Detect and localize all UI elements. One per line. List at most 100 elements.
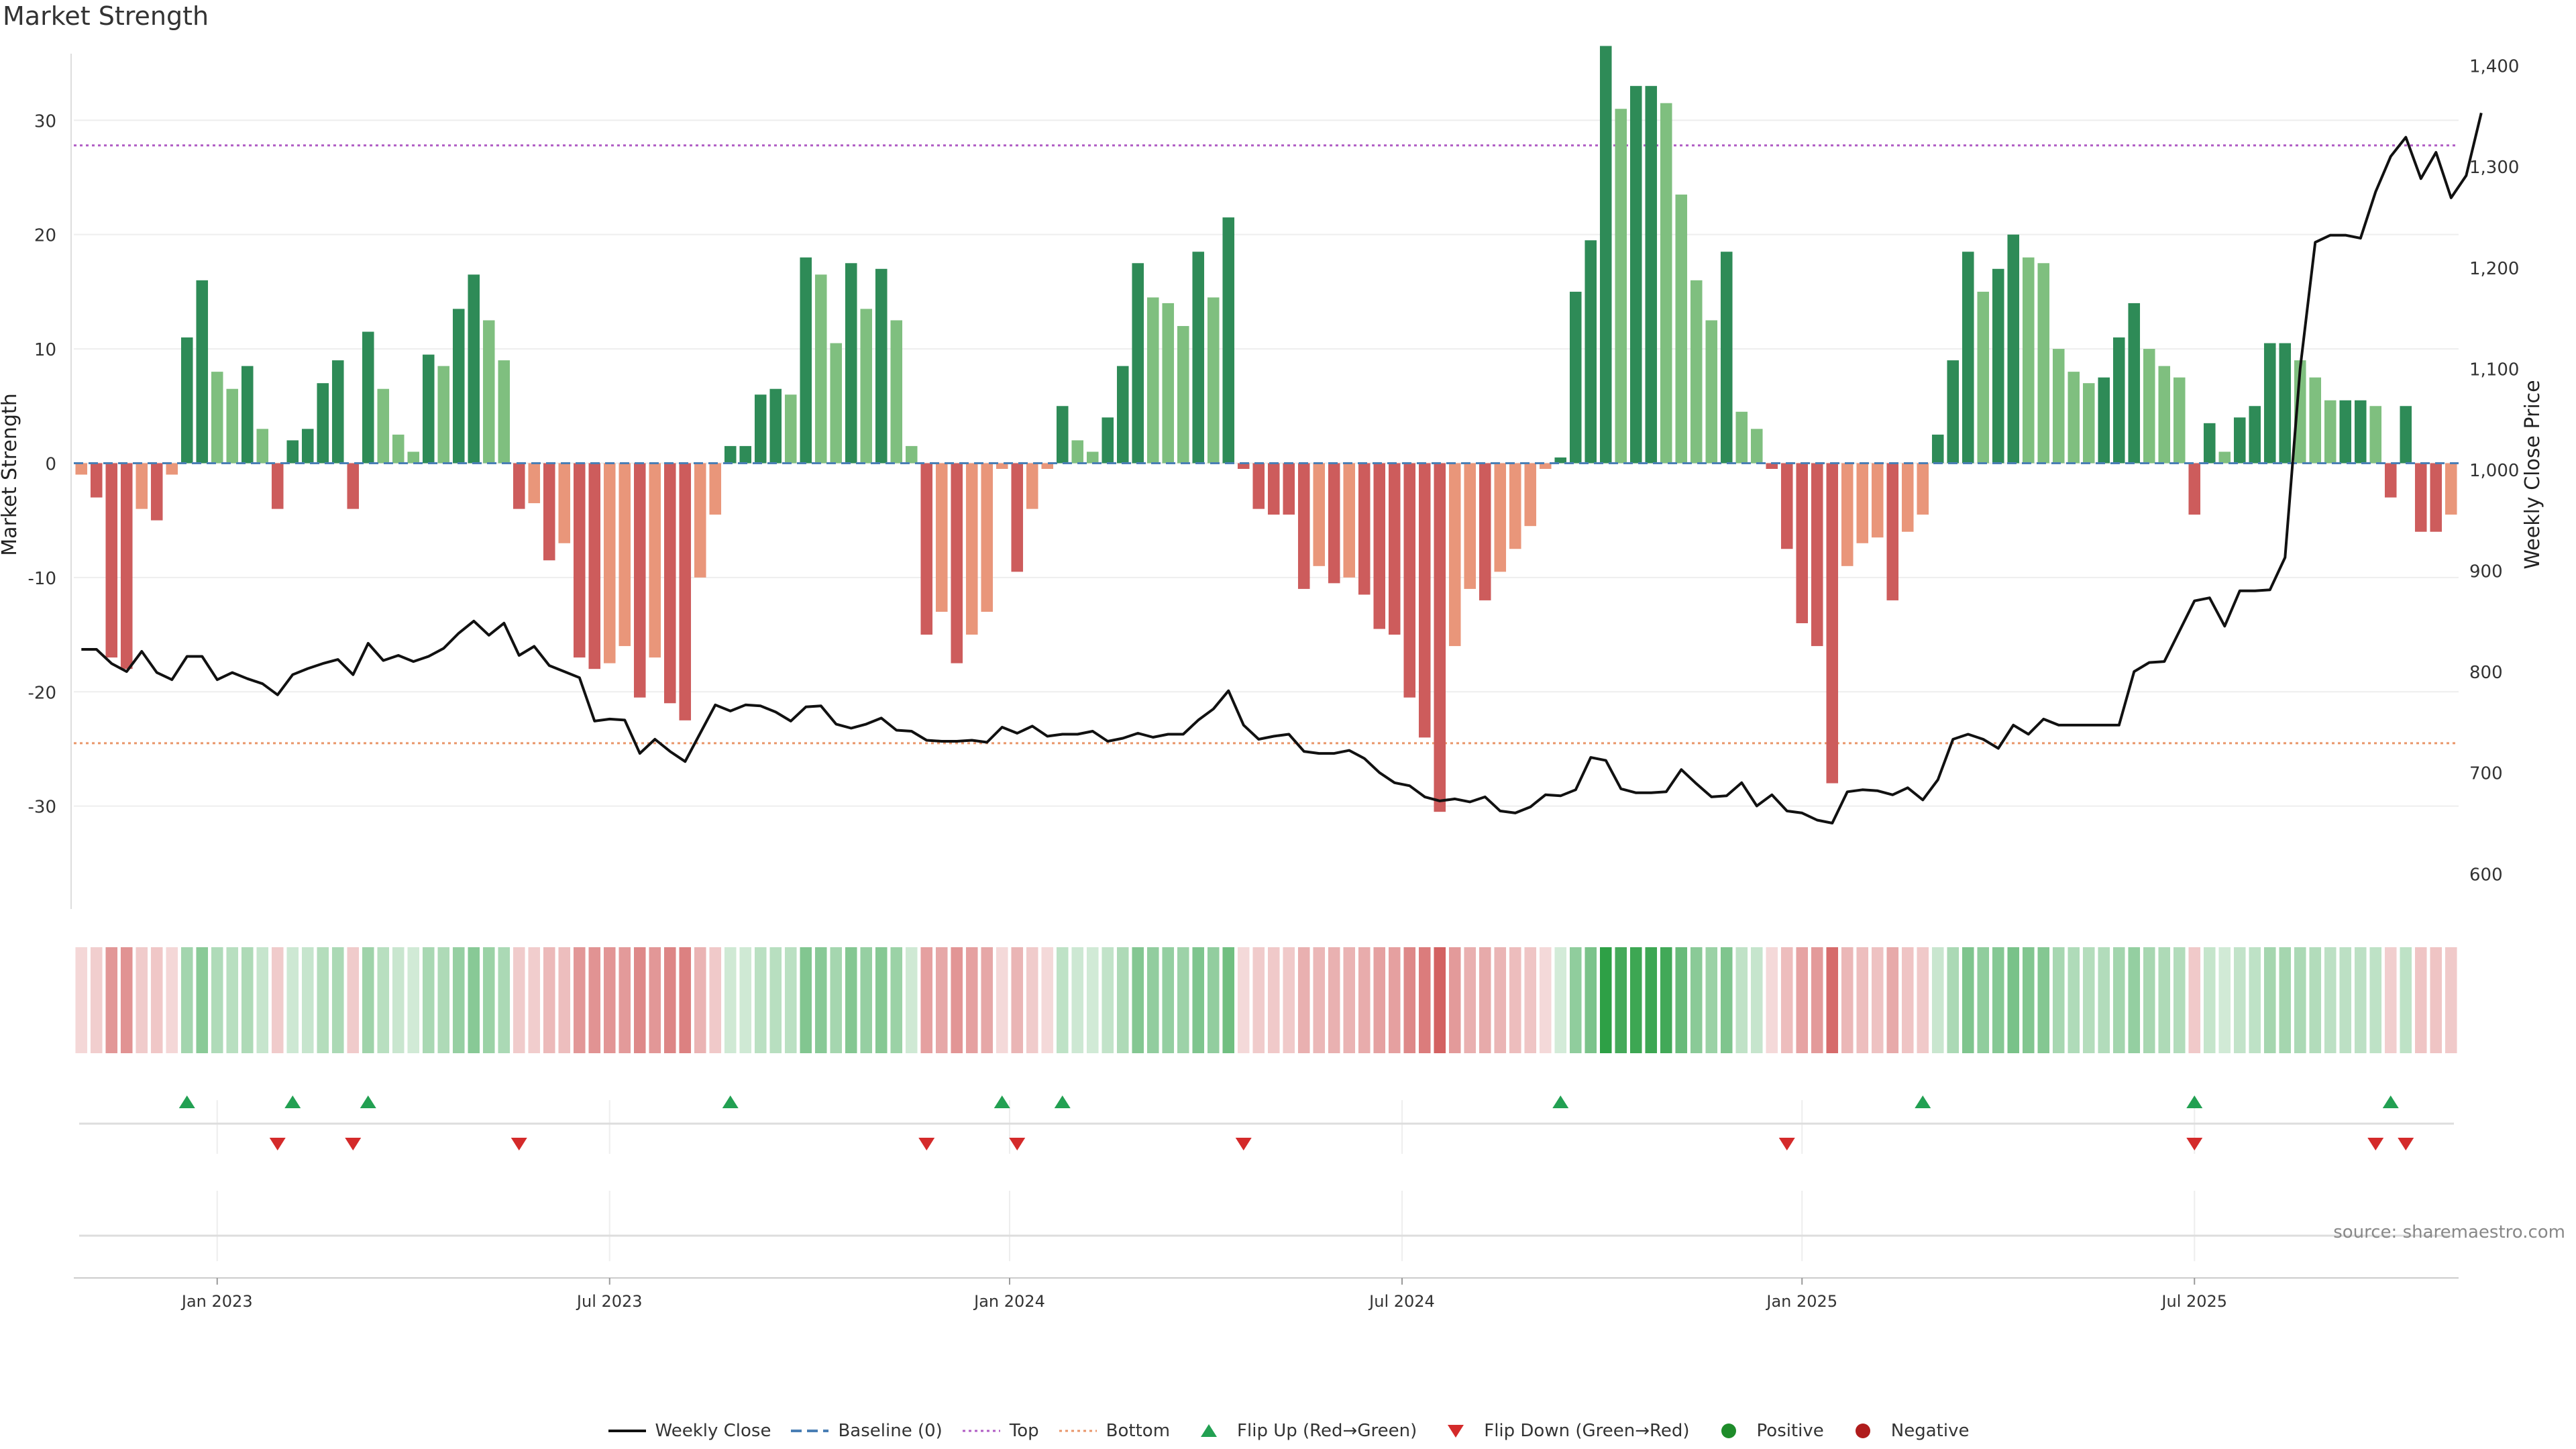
strength-bar	[452, 309, 465, 464]
strength-bar	[1629, 86, 1642, 464]
heat-cell	[90, 947, 103, 1053]
strength-bar	[1675, 195, 1688, 464]
legend-item-flip_down: Flip Down (Green→Red)	[1436, 1421, 1690, 1441]
heat-cell	[800, 947, 812, 1053]
x-tick-label: Jul 2023	[576, 1292, 643, 1311]
strength-bar	[2384, 463, 2397, 498]
strength-bar	[150, 463, 163, 521]
strength-bar	[301, 429, 314, 464]
legend-swatch-mark	[1855, 1424, 1870, 1438]
strength-bar	[498, 360, 511, 464]
strength-bar	[619, 463, 631, 647]
heat-cell	[1947, 947, 1960, 1053]
strength-bar	[2112, 337, 2125, 464]
strength-bar	[1403, 463, 1416, 698]
strength-bar	[241, 366, 254, 464]
strength-bar	[2369, 406, 2382, 464]
heat-cell	[392, 947, 405, 1053]
heat-cell	[120, 947, 133, 1053]
heat-cell	[1358, 947, 1371, 1053]
strength-bar	[1917, 463, 1929, 515]
legend-label: Flip Down (Green→Red)	[1484, 1421, 1690, 1441]
flip-up-marker	[1915, 1095, 1931, 1108]
strength-bar	[1146, 297, 1159, 464]
heat-cell	[1267, 947, 1280, 1053]
heat-cell	[1403, 947, 1416, 1053]
strength-bar	[2445, 463, 2457, 515]
flip-markers	[79, 1095, 2454, 1237]
strength-bar	[1086, 451, 1099, 464]
strength-bar	[769, 388, 782, 464]
strength-bar	[2037, 263, 2050, 464]
strength-bar	[1313, 463, 1326, 566]
flip-down-marker	[269, 1138, 286, 1150]
strength-bar	[1237, 463, 1250, 469]
strength-bar	[1569, 291, 1582, 464]
heat-cell	[1494, 947, 1507, 1053]
chart-title: Market Strength	[3, 1, 209, 31]
strength-bar	[2233, 417, 2246, 464]
strength-bar	[2294, 360, 2306, 464]
strength-bar	[1977, 291, 1990, 464]
heat-cell	[1735, 947, 1748, 1053]
y-tick-label: 20	[34, 226, 56, 246]
heat-cell	[679, 947, 692, 1053]
flip-up-marker	[994, 1095, 1010, 1108]
heat-cell	[241, 947, 254, 1053]
strength-bar	[2068, 372, 2080, 464]
heat-cell	[2052, 947, 2065, 1053]
strength-bar	[1811, 463, 1823, 647]
heat-cell	[981, 947, 994, 1053]
strength-bar	[407, 451, 420, 464]
heat-cell	[498, 947, 511, 1053]
y2-tick-label: 1,400	[2469, 57, 2519, 77]
heat-cell	[1041, 947, 1054, 1053]
y2-axis-label: Weekly Close Price	[2521, 380, 2544, 569]
heat-cell	[739, 947, 752, 1053]
heat-cell	[1207, 947, 1220, 1053]
strength-bar	[1554, 457, 1567, 464]
heat-cell	[1886, 947, 1899, 1053]
strength-bar	[1192, 252, 1205, 464]
strength-bar	[1901, 463, 1914, 532]
heat-cell	[890, 947, 903, 1053]
legend-label: Positive	[1756, 1421, 1824, 1441]
strength-bar	[1539, 463, 1552, 469]
strength-bar	[1509, 463, 1521, 549]
heat-strip	[75, 947, 2457, 1053]
strength-bar	[981, 463, 994, 612]
y2-tick-label: 1,300	[2469, 158, 2519, 178]
heat-cell	[2324, 947, 2337, 1053]
legend-swatch-weekly_close	[608, 1430, 646, 1432]
heat-cell	[1720, 947, 1733, 1053]
flip-up-marker	[284, 1095, 301, 1108]
heat-cell	[2143, 947, 2155, 1053]
legend-item-baseline: Baseline (0)	[790, 1421, 943, 1441]
heat-cell	[2384, 947, 2397, 1053]
strength-bar	[1132, 263, 1144, 464]
strength-bar	[1116, 366, 1129, 464]
gridlines	[74, 119, 2459, 1261]
heat-cell	[920, 947, 933, 1053]
strength-bar	[1358, 463, 1371, 595]
heat-cell	[1146, 947, 1159, 1053]
heat-cell	[935, 947, 948, 1053]
strength-bar	[1373, 463, 1386, 629]
heat-cell	[845, 947, 857, 1053]
heat-cell	[1102, 947, 1114, 1053]
strength-bar	[1328, 463, 1340, 584]
heat-cell	[1328, 947, 1340, 1053]
heat-cell	[2430, 947, 2443, 1053]
legend-label: Negative	[1890, 1421, 1970, 1441]
heat-cell	[437, 947, 450, 1053]
strength-bar	[437, 366, 450, 464]
strength-bar	[1690, 280, 1703, 464]
heat-cell	[331, 947, 344, 1053]
x-tick-label: Jul 2025	[2160, 1292, 2227, 1311]
strength-bar	[1585, 240, 1597, 464]
strength-bar	[1434, 463, 1446, 812]
legend-label: Baseline (0)	[838, 1421, 943, 1441]
strength-bar	[1750, 429, 1763, 464]
strength-bar	[2098, 377, 2110, 464]
heat-cell	[1992, 947, 2004, 1053]
